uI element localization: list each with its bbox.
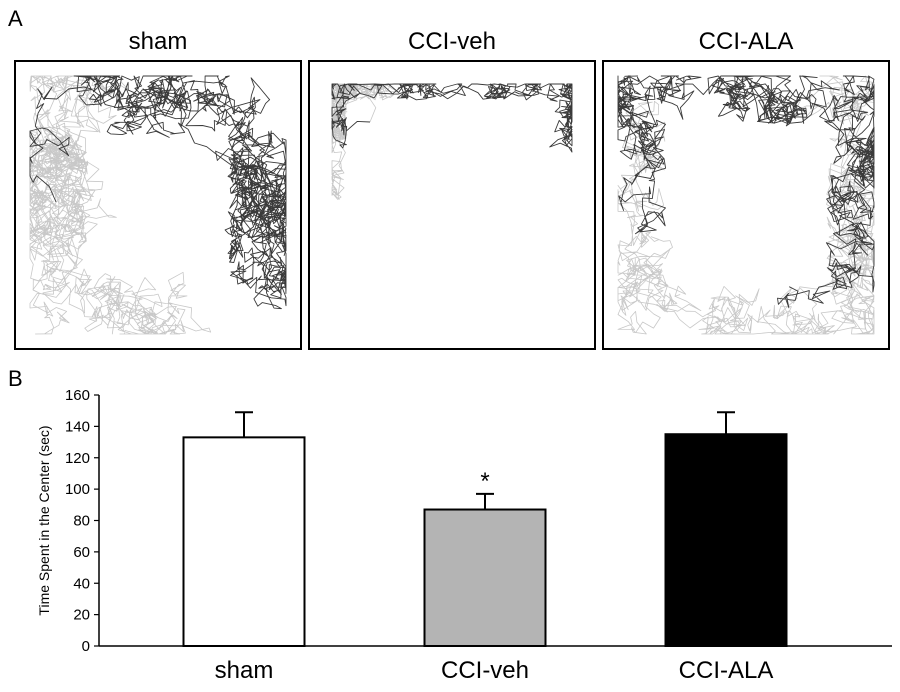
track-title-cci-veh: CCI-veh: [407, 28, 497, 55]
bar-cci-veh: [423, 508, 547, 647]
trajectory-cci-ala: [617, 75, 875, 335]
y-tick-label: 120: [65, 450, 90, 467]
track-title-sham: sham: [128, 28, 188, 55]
bar-sham: [182, 436, 306, 648]
y-tick-label: 100: [65, 481, 90, 498]
arena-cci-ala: [602, 60, 890, 350]
arena-cci-veh: [308, 60, 596, 350]
x-category-label: CCI-ALA: [679, 657, 774, 684]
y-tick-label: 40: [73, 575, 90, 592]
y-tick-label: 0: [82, 638, 90, 655]
bar-chart: 0 20 40 60 80 100 120 140 160 Time Spent in the C…: [36, 387, 892, 684]
y-tick-label: 140: [65, 418, 90, 435]
significance-marker: *: [480, 468, 489, 495]
y-tick-label: 60: [73, 544, 90, 561]
y-tick-label: 80: [73, 513, 90, 530]
trajectory-sham: [29, 75, 287, 335]
bar-cci-ala: [664, 433, 788, 647]
arena-sham: [14, 60, 302, 350]
panel-b-label: B: [8, 366, 23, 391]
y-axis-title: Time Spent in the Center (sec): [36, 425, 52, 615]
trajectory-cci-veh: [331, 83, 573, 200]
x-category-label: sham: [215, 657, 274, 684]
y-tick-label: 160: [65, 387, 90, 404]
track-title-cci-ala: CCI-ALA: [698, 28, 794, 55]
panel-a-label: A: [8, 6, 23, 31]
y-tick-label: 20: [73, 607, 90, 624]
x-category-label: CCI-veh: [441, 657, 529, 684]
